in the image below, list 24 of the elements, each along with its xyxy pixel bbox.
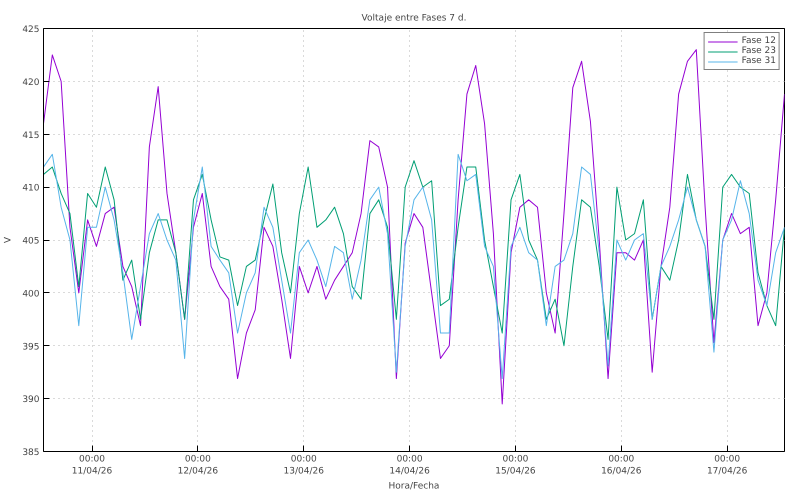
x-tick-label: 00:00 12/04/26 [178,454,218,476]
y-tick-label: 420 [22,78,40,88]
y-tick-label: 415 [22,130,40,141]
y-tick-label: 390 [22,395,40,406]
y-tick-label: 425 [22,25,40,35]
x-tick-label: 00:00 15/04/26 [495,454,536,476]
x-tick-label: 00:00 11/04/26 [72,454,112,476]
legend-label: Fase 12 [742,36,776,46]
x-axis-title: Hora/Fecha [388,482,440,492]
line-series [44,160,784,346]
x-tick-label: 00:00 17/04/26 [706,454,748,476]
y-tick-label: 405 [22,236,40,246]
x-tick-label: 00:00 13/04/26 [284,454,324,476]
y-tick-label: 400 [22,289,40,300]
y-tick-label: 385 [22,448,40,458]
x-tick-label: 00:00 14/04/26 [389,454,430,476]
y-axis-title: V [3,236,14,244]
y-tick-label: 410 [22,184,40,194]
legend-label: Fase 31 [742,56,776,66]
line-series [44,154,784,380]
x-tick-label: 00:00 16/04/26 [601,454,642,476]
y-tick-label: 395 [22,342,40,352]
legend-label: Fase 23 [742,46,776,56]
chart-title: Voltaje entre Fases 7 d. [362,14,466,24]
